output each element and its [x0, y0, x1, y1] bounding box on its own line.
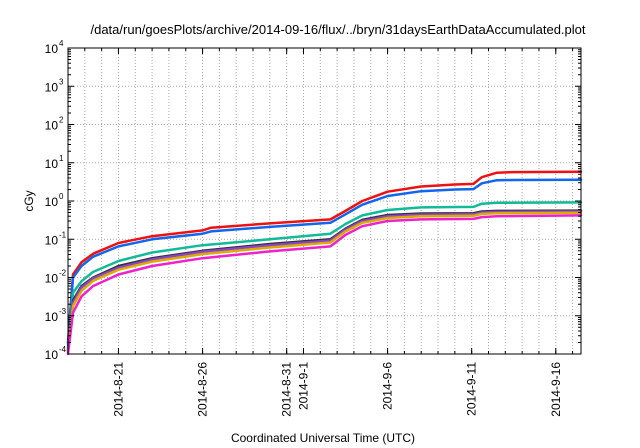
series-line-5 — [66, 210, 583, 353]
y-tick-exponent: 3 — [59, 77, 64, 86]
y-tick-exponent: 4 — [59, 39, 64, 48]
y-tick-label: 10 — [45, 157, 59, 171]
x-tick-label: 2014-9-16 — [549, 362, 563, 417]
x-tick-label: 2014-9-1 — [296, 362, 310, 410]
x-axis: 2014-8-21 2014-8-26 2014-8-31 2014-9-1 2014-… — [84, 48, 574, 417]
x-axis-label: Coordinated Universal Time (UTC) — [231, 431, 415, 445]
y-tick-label: 10 — [45, 348, 59, 362]
y-tick-label: 10 — [45, 310, 59, 324]
y-tick-exponent: 1 — [59, 154, 64, 163]
series-line-1 — [66, 170, 583, 344]
series-line-6 — [66, 211, 583, 354]
x-tick-label: 2014-8-21 — [111, 362, 125, 417]
y-tick-exponent: -2 — [59, 269, 67, 278]
plot-frame — [67, 47, 582, 355]
y-tick-label: 10 — [45, 233, 59, 247]
x-tick-label: 2014-9-6 — [381, 362, 395, 410]
series-layer — [66, 170, 583, 356]
y-tick-exponent: -3 — [59, 307, 67, 316]
y-tick-exponent: -4 — [59, 345, 67, 354]
y-tick-exponent: -1 — [59, 230, 67, 239]
series-line-3 — [66, 201, 583, 349]
chart-title: /data/run/goesPlots/archive/2014-09-16/f… — [90, 22, 585, 37]
y-tick-label: 10 — [45, 42, 59, 56]
y-tick-exponent: 0 — [59, 192, 64, 201]
series-line-7 — [66, 214, 583, 356]
y-tick-label: 10 — [45, 272, 59, 286]
y-tick-exponent: 2 — [59, 116, 64, 125]
series-line-2 — [66, 178, 583, 346]
y-tick-label: 10 — [45, 119, 59, 133]
y-axis-label: cGy — [22, 190, 36, 211]
x-tick-label: 2014-8-26 — [196, 362, 210, 417]
y-tick-label: 10 — [45, 80, 59, 94]
grid — [68, 48, 581, 354]
y-tick-label: 10 — [45, 195, 59, 209]
series-line-4 — [66, 209, 583, 351]
x-tick-label: 2014-8-31 — [280, 362, 294, 417]
x-tick-label: 2014-9-11 — [465, 362, 479, 416]
